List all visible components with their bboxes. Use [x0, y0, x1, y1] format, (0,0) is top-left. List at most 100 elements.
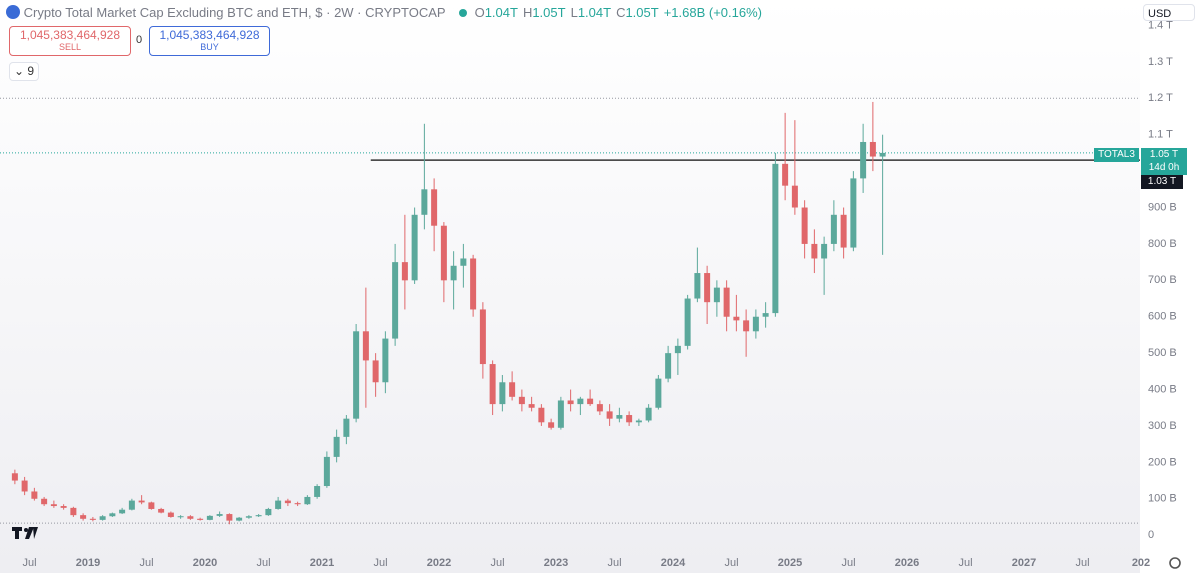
candle-body	[323, 456, 330, 487]
x-tick-label: Jul	[490, 557, 504, 569]
candle-body	[840, 214, 847, 248]
candle-body	[284, 500, 291, 504]
sell-price: 1,045,383,464,928	[19, 28, 121, 42]
plot	[0, 97, 1140, 525]
x-tick-label: 2026	[895, 557, 919, 569]
candle-body	[782, 163, 789, 186]
candle-body	[138, 500, 145, 503]
ohlc: O1.04T H1.05T L1.04T C1.05T +1.68B (+0.16%)	[475, 5, 762, 20]
candle-body	[635, 420, 642, 423]
candle-body	[587, 398, 594, 405]
candle-body	[694, 273, 701, 299]
candle-body	[128, 500, 135, 510]
candle-body	[713, 287, 720, 303]
candle-body	[99, 516, 106, 520]
candle-body	[606, 411, 613, 419]
candle-body	[801, 207, 808, 244]
candle-body	[109, 513, 116, 517]
candle-body	[392, 262, 399, 339]
sell-label: SELL	[58, 42, 82, 52]
candle-body	[509, 382, 516, 397]
candle-body	[167, 512, 174, 517]
candle-body	[265, 508, 272, 516]
candle-body	[567, 400, 574, 405]
ohlc-value: 1.05T	[625, 5, 659, 20]
candle-body	[41, 498, 48, 505]
line-price-tag: 1.03 T	[1141, 175, 1183, 189]
x-tick-label: 2023	[544, 557, 568, 569]
candle-body	[489, 364, 496, 405]
candle-body	[294, 503, 301, 505]
candle-body	[245, 516, 252, 518]
candle-body	[206, 515, 213, 520]
candle-body	[226, 514, 233, 521]
candle-body	[518, 396, 525, 405]
candle-body	[499, 382, 506, 405]
x-tick-label: Jul	[22, 557, 36, 569]
candle-body	[353, 331, 360, 419]
ohlc-value: 1.04T	[577, 5, 612, 20]
y-tick-label: 700 B	[1148, 274, 1177, 286]
candle-body	[548, 422, 555, 428]
y-tick-label: 400 B	[1148, 383, 1177, 395]
indicators-toggle[interactable]: ⌄ 9	[9, 62, 39, 81]
x-tick-label: 2024	[661, 557, 686, 569]
candle-body	[11, 473, 18, 481]
x-tick-label: 2027	[1012, 557, 1036, 569]
y-tick-label: 100 B	[1148, 493, 1177, 505]
candle-body	[275, 500, 282, 509]
symbol-logo	[6, 5, 20, 19]
ohlc-value: 1.04T	[484, 5, 518, 20]
y-tick-label: 500 B	[1148, 347, 1177, 359]
candle-body	[197, 518, 204, 520]
symbol-header: Crypto Total Market Cap Excluding BTC an…	[6, 5, 762, 20]
candle-body	[479, 309, 486, 365]
candle-body	[850, 178, 857, 248]
y-tick-label: 800 B	[1148, 238, 1177, 250]
candle-body	[333, 436, 340, 457]
x-tick-label: Jul	[841, 557, 855, 569]
candle-body	[431, 189, 438, 226]
last-price-tag: 1.05 T	[1141, 148, 1187, 162]
ohlc-key: H	[522, 5, 533, 20]
candle-body	[119, 509, 126, 514]
candle-body	[528, 404, 535, 408]
candle-body	[616, 415, 623, 419]
candle-body	[216, 514, 223, 516]
settings-icon[interactable]	[1169, 557, 1181, 569]
y-tick-label: 200 B	[1148, 456, 1177, 468]
candle-body	[21, 480, 28, 492]
y-tick-label: 300 B	[1148, 420, 1177, 432]
x-tick-label: 2021	[310, 557, 334, 569]
sell-button[interactable]: 1,045,383,464,928 SELL	[9, 26, 131, 56]
candle-body	[304, 496, 311, 505]
symbol-tag: TOTAL3	[1094, 148, 1139, 162]
candle-body	[752, 316, 759, 332]
candle-body	[684, 298, 691, 346]
y-tick-label: 1.2 T	[1148, 92, 1173, 104]
y-tick-label: 900 B	[1148, 201, 1177, 213]
candle-body	[187, 516, 194, 519]
indicator-count: 9	[27, 64, 35, 78]
candle-body	[596, 404, 603, 412]
candle-body	[401, 262, 408, 281]
candle-body	[626, 415, 633, 423]
candle-body	[255, 515, 262, 517]
candle-body	[343, 418, 350, 437]
candle-body	[821, 243, 828, 259]
candle-body	[450, 265, 457, 281]
candle-body	[70, 507, 77, 516]
y-tick-label: 600 B	[1148, 311, 1177, 323]
x-tick-label: Jul	[139, 557, 153, 569]
x-tick-label: Jul	[1075, 557, 1089, 569]
x-tick-label: Jul	[256, 557, 270, 569]
candle-body	[89, 518, 96, 520]
buy-button[interactable]: 1,045,383,464,928 BUY	[149, 26, 270, 56]
currency-select[interactable]: USD	[1143, 4, 1195, 21]
candle-body	[158, 508, 165, 513]
candle-body	[314, 486, 321, 497]
x-tick-label: Jul	[373, 557, 387, 569]
spread: 0	[136, 34, 143, 46]
